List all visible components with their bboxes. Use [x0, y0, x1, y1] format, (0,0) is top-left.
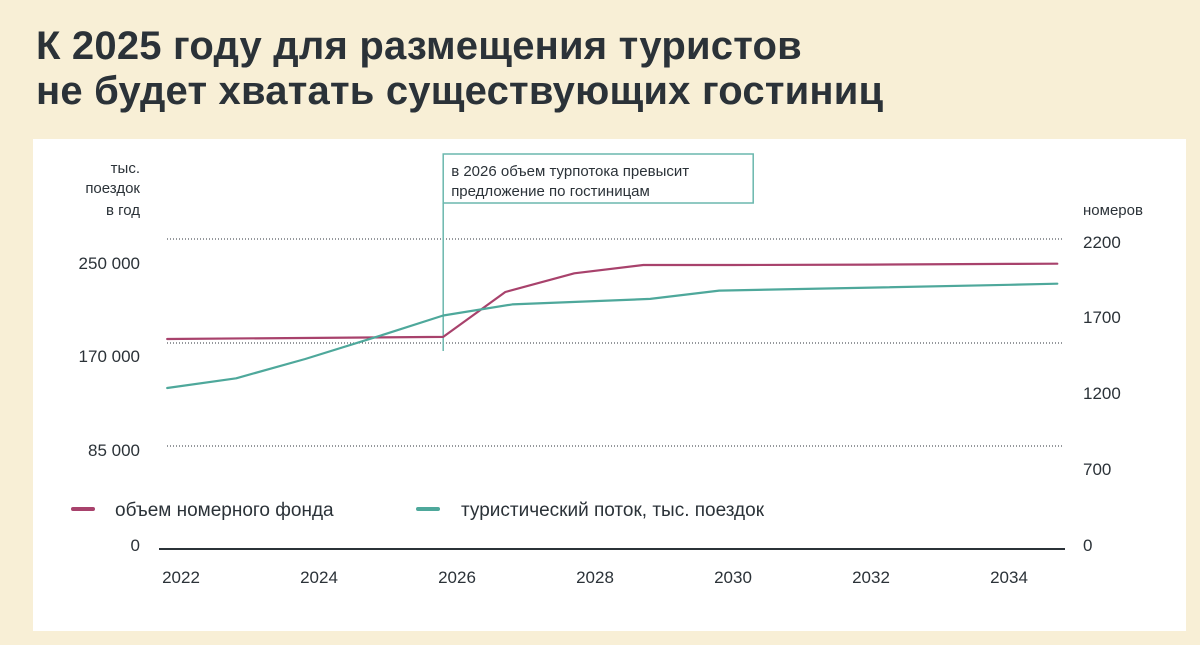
annotation-line-1: в 2026 объем турпотока превысит: [451, 163, 689, 180]
page-title: К 2025 году для размещения туристов не б…: [36, 24, 883, 114]
series-line-tourist-flow: [166, 282, 1059, 390]
annotation-box: [442, 153, 754, 204]
right-tick-1700: 1700: [1083, 308, 1121, 327]
series-line-room-stock: [166, 262, 1059, 341]
right-tick-1200: 1200: [1083, 384, 1121, 403]
x-tick-2034: 2034: [990, 568, 1028, 587]
left-tick-250000: 250 000: [79, 254, 140, 273]
left-unit-line-1: тыс.: [111, 160, 140, 177]
right-tick-700: 700: [1083, 460, 1111, 479]
left-unit-line-3: в год: [106, 202, 140, 219]
left-tick-0: 0: [131, 536, 140, 555]
legend-label-tourist-flow: туристический поток, тыс. поездок: [461, 500, 765, 521]
x-axis-ticks: 2022 2024 2026 2028 2030 2032 2034: [162, 568, 1028, 587]
left-unit-line-2: поездок: [85, 180, 140, 197]
x-tick-2026: 2026: [438, 568, 476, 587]
right-tick-0: 0: [1083, 536, 1092, 555]
legend-label-room-stock: объем номерного фонда: [115, 500, 334, 521]
x-tick-2024: 2024: [300, 568, 338, 587]
left-tick-85000: 85 000: [88, 441, 140, 460]
x-tick-2030: 2030: [714, 568, 752, 587]
x-tick-2022: 2022: [162, 568, 200, 587]
title-line-2: не будет хватать существующих гостиниц: [36, 69, 884, 113]
x-tick-2032: 2032: [852, 568, 890, 587]
chart-panel: тыс. поездок в год 250 000 170 000 85 00…: [33, 139, 1186, 631]
right-unit-label: номеров: [1083, 202, 1143, 219]
x-tick-2028: 2028: [576, 568, 614, 587]
line-chart: тыс. поездок в год 250 000 170 000 85 00…: [71, 153, 1143, 587]
right-tick-2200: 2200: [1083, 233, 1121, 252]
title-line-1: К 2025 году для размещения туристов: [36, 24, 802, 68]
annotation-line-2: предложение по гостиницам: [451, 183, 650, 200]
left-tick-170000: 170 000: [79, 347, 140, 366]
